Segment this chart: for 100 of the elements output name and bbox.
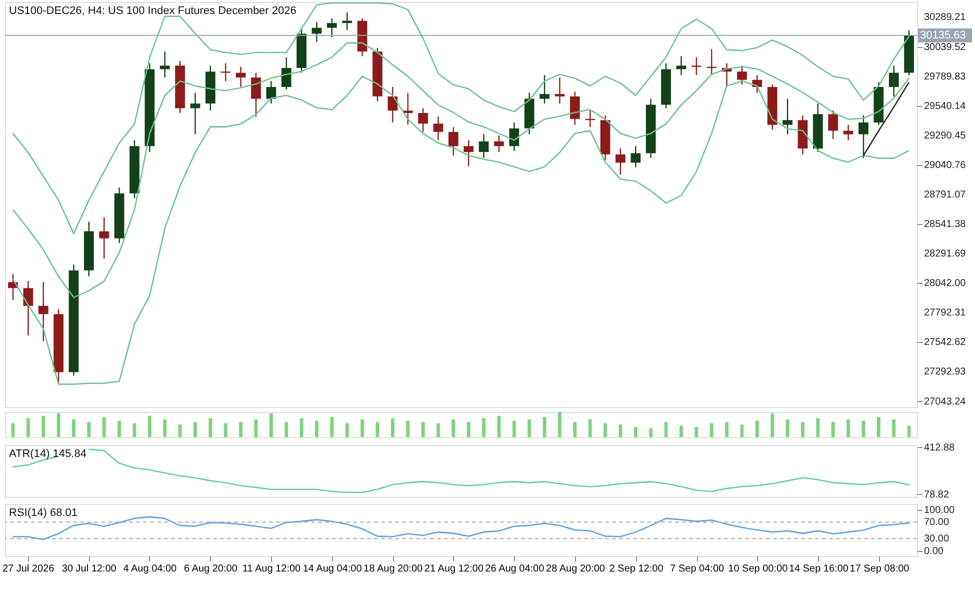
bar bbox=[26, 418, 30, 437]
y-tick-label: 30.00 bbox=[924, 534, 950, 545]
y-tick-label: 28291.69 bbox=[924, 248, 966, 260]
bar bbox=[163, 420, 167, 437]
y-tick-label: 27043.24 bbox=[924, 396, 966, 408]
line-series bbox=[862, 82, 910, 156]
bar bbox=[300, 418, 304, 437]
bar bbox=[193, 422, 197, 437]
x-tick-label: 7 Sep 04:00 bbox=[670, 564, 725, 574]
bar bbox=[862, 420, 866, 437]
candlestick bbox=[326, 18, 337, 38]
chart-title: RSI(14) 68.01 bbox=[9, 507, 78, 519]
bar bbox=[330, 417, 334, 437]
line-series bbox=[12, 76, 910, 385]
candlestick bbox=[342, 12, 352, 31]
candlestick bbox=[190, 92, 200, 135]
x-tick-label: 28 Aug 20:00 bbox=[546, 564, 606, 574]
x-tick-label: 21 Aug 12:00 bbox=[424, 564, 484, 574]
bar bbox=[573, 422, 577, 437]
y-tick-label: 28042.00 bbox=[924, 278, 966, 290]
x-tick-label: 6 Aug 20:00 bbox=[184, 564, 238, 574]
bar bbox=[542, 417, 546, 437]
bar bbox=[831, 422, 835, 437]
candlestick bbox=[691, 56, 702, 76]
candlestick bbox=[251, 72, 261, 118]
bar bbox=[269, 413, 273, 437]
candlestick bbox=[402, 92, 413, 126]
bar bbox=[588, 420, 592, 437]
bar bbox=[466, 422, 470, 437]
candlestick bbox=[464, 140, 474, 167]
bar bbox=[528, 420, 532, 437]
bar bbox=[208, 418, 212, 437]
candlestick bbox=[858, 114, 868, 159]
bar bbox=[618, 424, 622, 437]
y-tick-label: 29290.45 bbox=[924, 130, 966, 142]
y-tick-label: 29540.14 bbox=[924, 100, 966, 112]
candlestick bbox=[236, 66, 246, 88]
x-tick-label: 17 Sep 08:00 bbox=[850, 564, 910, 574]
candlestick bbox=[782, 98, 792, 135]
x-tick-label: 10 Sep 00:00 bbox=[728, 564, 788, 574]
y-tick-label: 28541.38 bbox=[924, 219, 966, 230]
bar bbox=[755, 420, 759, 437]
candlestick bbox=[281, 56, 292, 90]
bar bbox=[56, 413, 60, 437]
candlestick bbox=[509, 122, 520, 152]
bar bbox=[740, 424, 744, 437]
candlestick bbox=[888, 65, 899, 98]
y-tick-label: 27542.62 bbox=[924, 337, 966, 348]
bar bbox=[376, 422, 380, 437]
bar bbox=[360, 420, 364, 437]
bar bbox=[390, 418, 394, 437]
bar bbox=[224, 423, 228, 437]
chart-title: ATR(14) 145.84 bbox=[9, 448, 86, 460]
bar bbox=[72, 420, 76, 437]
bar bbox=[694, 427, 698, 437]
bar bbox=[679, 426, 683, 437]
bar bbox=[118, 420, 122, 437]
y-tick-label: 412.88 bbox=[924, 442, 956, 454]
bar bbox=[314, 420, 318, 437]
bar bbox=[907, 426, 911, 437]
bar bbox=[345, 423, 349, 437]
x-tick-label: 2 Sep 12:00 bbox=[609, 564, 664, 574]
y-tick-label: 0.00 bbox=[924, 546, 944, 558]
x-tick-label: 18 Aug 20:00 bbox=[364, 564, 424, 574]
x-tick-label: 4 Aug 04:00 bbox=[123, 564, 178, 574]
candlestick bbox=[38, 282, 48, 342]
bar bbox=[436, 423, 440, 437]
candlestick bbox=[99, 216, 110, 260]
line-series bbox=[12, 42, 910, 298]
candlestick bbox=[160, 50, 170, 78]
bar bbox=[512, 420, 516, 437]
bar bbox=[846, 420, 850, 437]
x-tick-label: 14 Aug 04:00 bbox=[302, 564, 362, 574]
candlestick bbox=[266, 80, 276, 104]
y-tick-label: 29040.76 bbox=[924, 160, 966, 171]
chart-title: US100-DEC26, H4: US 100 Index Futures December 2026 bbox=[9, 5, 296, 17]
y-tick-label: 27792.31 bbox=[924, 308, 966, 319]
bar bbox=[42, 416, 46, 437]
y-tick-label: 29789.83 bbox=[924, 71, 966, 82]
candlestick bbox=[554, 76, 565, 104]
bar bbox=[816, 418, 820, 437]
bar bbox=[254, 420, 258, 437]
y-tick-label: 78.82 bbox=[924, 489, 950, 500]
candlestick bbox=[570, 91, 580, 126]
bar bbox=[178, 424, 182, 437]
candlestick bbox=[843, 124, 854, 141]
bar bbox=[11, 423, 15, 437]
candlestick bbox=[540, 74, 550, 104]
y-tick-label: 70.00 bbox=[924, 517, 950, 528]
candlestick bbox=[494, 134, 504, 153]
bar bbox=[876, 417, 880, 437]
bar bbox=[239, 422, 243, 437]
candlestick bbox=[737, 65, 747, 86]
bar bbox=[148, 416, 152, 437]
bar bbox=[452, 420, 456, 437]
y-tick-label: 30289.21 bbox=[924, 12, 966, 24]
candlestick bbox=[433, 116, 444, 141]
bar bbox=[604, 423, 608, 437]
y-tick-label: 28791.07 bbox=[924, 189, 966, 200]
bar bbox=[786, 420, 790, 437]
